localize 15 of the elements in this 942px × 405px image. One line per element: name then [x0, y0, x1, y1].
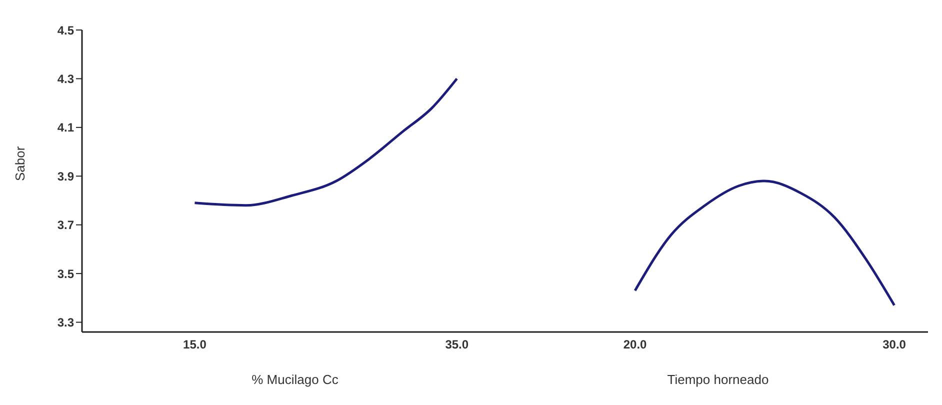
x-tick-label: 20.0: [623, 338, 648, 352]
y-tick-label: 3.3: [57, 316, 74, 330]
y-tick-label: 3.7: [57, 218, 74, 232]
y-tick-label: 3.5: [57, 266, 74, 281]
y-tick-label: 4.5: [57, 23, 74, 38]
y-tick-label: 4.3: [57, 72, 74, 86]
x-axis-title: Tiempo horneado: [667, 372, 769, 387]
x-tick-label: 30.0: [882, 338, 906, 352]
x-axis-title: % Mucilago Cc: [252, 372, 339, 387]
x-tick-label: 15.0: [183, 338, 207, 352]
y-tick-label: 4.1: [57, 120, 74, 135]
y-tick-label: 3.9: [57, 169, 74, 184]
line-series: [193, 77, 458, 207]
y-axis-title: Sabor: [12, 146, 28, 181]
x-tick-label: 35.0: [445, 338, 469, 352]
